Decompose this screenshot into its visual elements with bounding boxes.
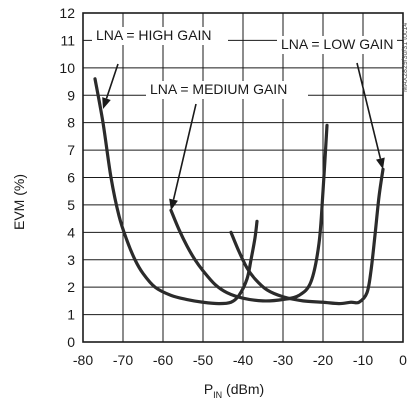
grid-lines <box>82 12 404 343</box>
y-tick-label: 5 <box>67 197 75 213</box>
x-tick-label: -80 <box>73 352 93 368</box>
x-tick-label: -70 <box>113 352 133 368</box>
label-lna-medium-gain: LNA = MEDIUM GAIN <box>150 81 287 97</box>
arrowhead-lna-high-gain <box>102 97 111 109</box>
arrow-lna-high-gain <box>105 63 119 99</box>
x-tick-label: 0 <box>399 352 407 368</box>
x-axis-label: PIN (dBm) <box>204 381 264 400</box>
label-background-lna-low-gain <box>277 36 397 54</box>
arrowhead-lna-medium-gain <box>169 198 178 211</box>
y-tick-label: 10 <box>59 60 75 76</box>
x-tick-label: -30 <box>273 352 293 368</box>
curve-lna-high-gain <box>93 77 259 306</box>
y-tick-label: 1 <box>67 307 75 323</box>
arrow-lna-low-gain <box>356 62 382 159</box>
y-tick-label: 2 <box>67 279 75 295</box>
label-background-lna-medium-gain <box>146 81 308 99</box>
x-tick-labels: -80 -70 -60 -50 -40 -30 -20 -10 0 <box>73 352 407 368</box>
y-tick-label: 6 <box>67 170 75 186</box>
annotations: LNA = HIGH GAIN LNA = MEDIUM GAIN LNA = LO… <box>92 27 397 211</box>
y-tick-label: 4 <box>67 224 75 240</box>
y-tick-label: 3 <box>67 252 75 268</box>
label-lna-high-gain: LNA = HIGH GAIN <box>96 27 212 43</box>
y-tick-label: 11 <box>60 32 75 48</box>
label-lna-low-gain: LNA = LOW GAIN <box>281 36 393 52</box>
x-tick-label: -40 <box>233 352 253 368</box>
plot-frame <box>82 12 404 343</box>
curve-lna-low-gain <box>229 167 385 306</box>
curve-lna-medium-gain <box>169 123 329 303</box>
x-axis-label-unit: (dBm) <box>222 381 264 397</box>
x-tick-label: -10 <box>353 352 373 368</box>
y-tick-label: 7 <box>67 142 75 158</box>
x-tick-label: -50 <box>193 352 213 368</box>
y-axis-label: EVM (%) <box>11 174 27 230</box>
label-background-lna-high-gain <box>92 27 228 45</box>
arrow-lna-medium-gain <box>172 103 197 200</box>
y-tick-label: 0 <box>67 334 75 350</box>
x-axis-label-main: P <box>204 381 213 397</box>
x-tick-label: -20 <box>313 352 333 368</box>
x-axis-label-subscript: IN <box>213 390 222 400</box>
y-tick-label: 9 <box>67 87 75 103</box>
y-tick-label: 12 <box>59 5 75 21</box>
arrowhead-lna-low-gain <box>376 157 385 170</box>
x-tick-label: -60 <box>153 352 173 368</box>
y-tick-label: 8 <box>67 115 75 131</box>
side-note: MAX2829/30/31 toc14 <box>402 23 409 92</box>
curves <box>93 77 385 306</box>
